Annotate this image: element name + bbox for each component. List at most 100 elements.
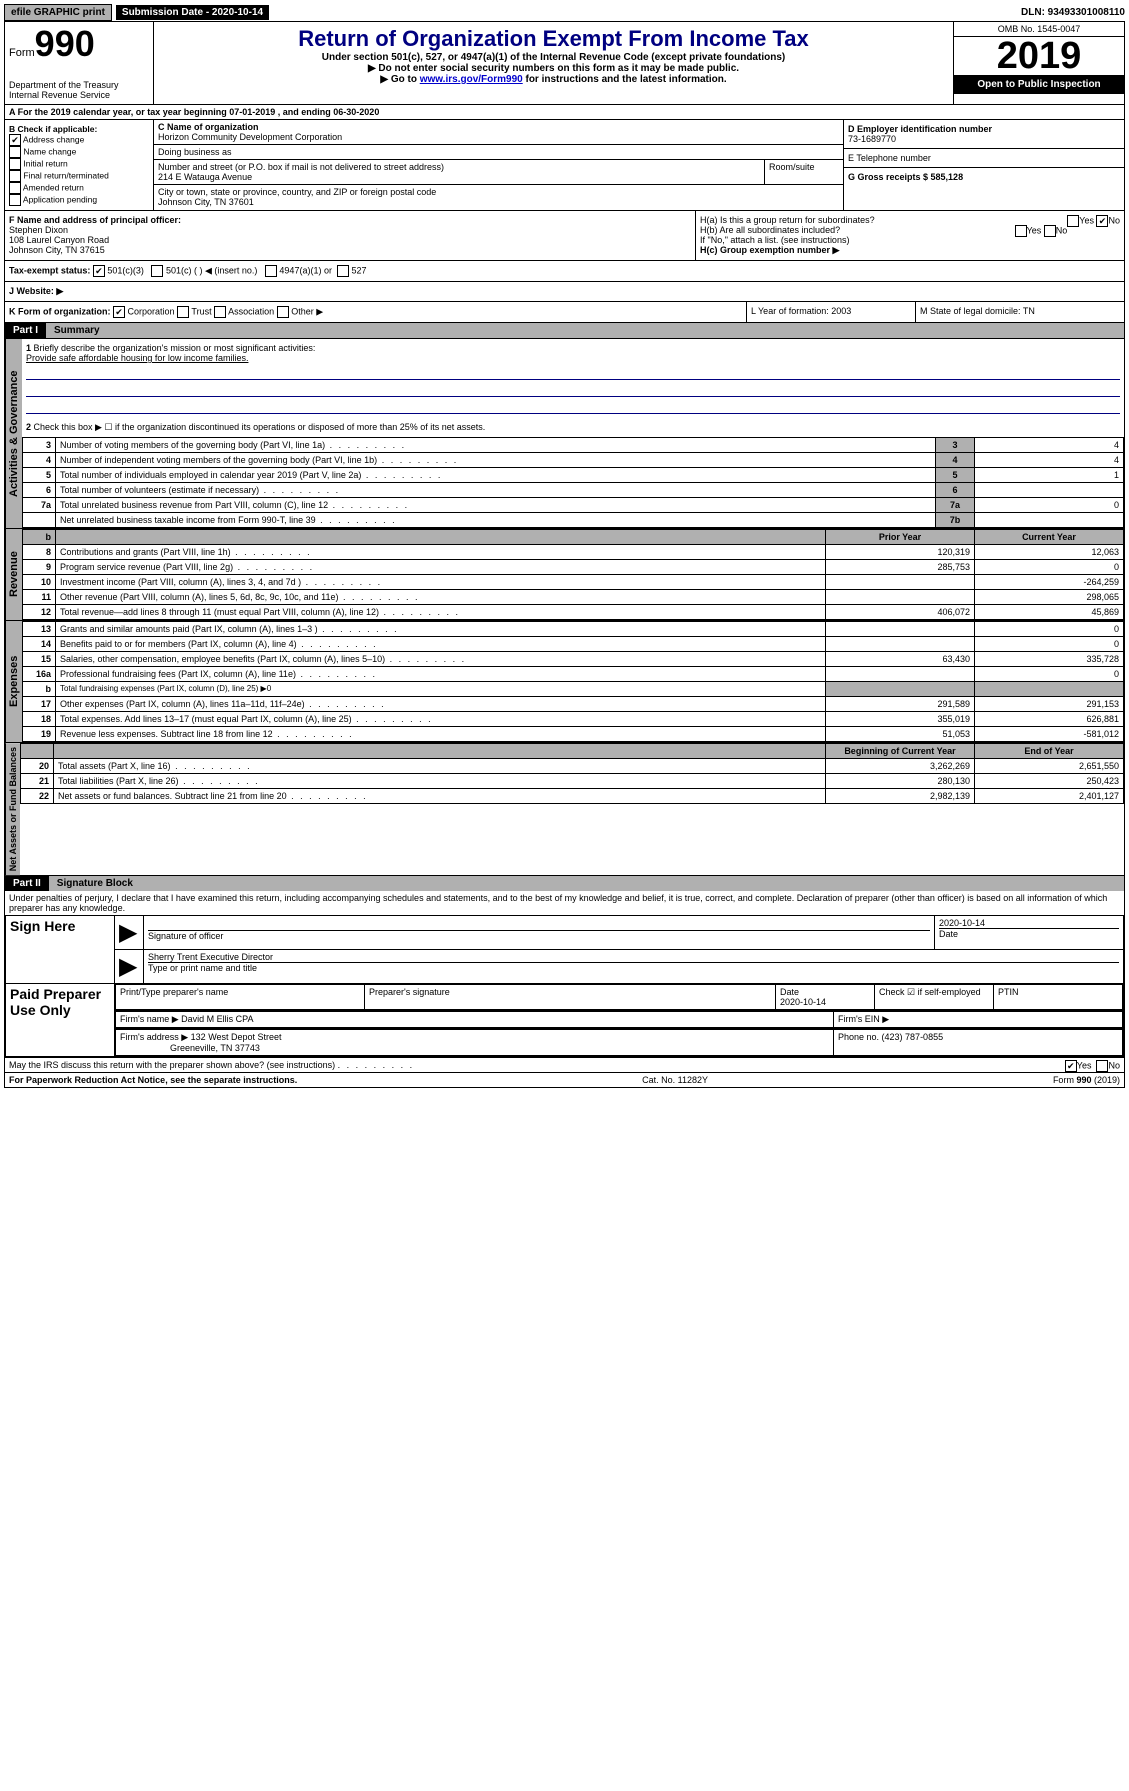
hb-yes[interactable]	[1015, 225, 1027, 237]
paid-preparer: Paid Preparer Use Only	[6, 984, 115, 1057]
cb-corp[interactable]: ✔	[113, 306, 125, 318]
discuss-text: May the IRS discuss this return with the…	[9, 1060, 335, 1070]
checkbox-name-change[interactable]	[9, 146, 21, 158]
header-left: Form990 Department of the Treasury Inter…	[5, 22, 154, 104]
year-formation: L Year of formation: 2003	[746, 302, 915, 322]
date-label: Date	[939, 929, 1119, 939]
room-label: Room/suite	[765, 160, 843, 184]
efile-button[interactable]: efile GRAPHIC print	[4, 4, 112, 21]
hb-no[interactable]	[1044, 225, 1056, 237]
form-990: Form990 Department of the Treasury Inter…	[4, 21, 1125, 1088]
part1-title: Summary	[46, 323, 1124, 338]
firm-ein: Firm's EIN ▶	[834, 1012, 1123, 1028]
no-label: No	[1108, 215, 1120, 225]
firm-addr-label: Firm's address ▶	[120, 1032, 188, 1042]
sidebar-governance: Activities & Governance	[5, 339, 22, 528]
line2-text: Check this box ▶ ☐ if the organization d…	[34, 422, 486, 432]
form-header: Form990 Department of the Treasury Inter…	[5, 22, 1124, 105]
instr-2: ▶ Go to www.irs.gov/Form990 for instruct…	[158, 74, 949, 85]
col-de: D Employer identification number 73-1689…	[843, 120, 1124, 210]
begin-year-head: Beginning of Current Year	[826, 744, 975, 759]
part1-header-row: Part I Summary	[5, 322, 1124, 338]
submission-date: Submission Date - 2020-10-14	[116, 5, 269, 20]
part2-header: Part II	[5, 876, 49, 891]
mission-line	[26, 399, 1120, 414]
prep-name-label: Print/Type preparer's name	[116, 985, 365, 1010]
form-number: 990	[35, 23, 95, 64]
hb-label: H(b) Are all subordinates included?	[700, 225, 840, 235]
checkbox-addr-change[interactable]: ✔	[9, 134, 21, 146]
discuss-no[interactable]	[1096, 1060, 1108, 1072]
sidebar-revenue: Revenue	[5, 529, 22, 620]
expenses-table: 13Grants and similar amounts paid (Part …	[22, 621, 1124, 742]
officer-name-title: Sherry Trent Executive Director	[148, 952, 1119, 963]
discuss-no-label: No	[1108, 1061, 1120, 1071]
k-other: Other ▶	[291, 306, 323, 316]
tax-status-label: Tax-exempt status:	[9, 265, 90, 275]
website-row: J Website: ▶	[5, 281, 1124, 301]
mission-text: Provide safe affordable housing for low …	[26, 353, 1120, 363]
col-h: H(a) Is this a group return for subordin…	[695, 211, 1124, 260]
netassets-section: Net Assets or Fund Balances Beginning of…	[5, 742, 1124, 875]
k-trust: Trust	[191, 306, 211, 316]
name-label: C Name of organization	[158, 122, 839, 132]
amended-label: Amended return	[23, 182, 84, 192]
city-label: City or town, state or province, country…	[158, 187, 839, 197]
subtitle: Under section 501(c), 527, or 4947(a)(1)…	[158, 52, 949, 63]
footer: For Paperwork Reduction Act Notice, see …	[5, 1072, 1124, 1087]
no-label2: No	[1056, 225, 1068, 235]
addr-label: Number and street (or P.O. box if mail i…	[158, 162, 760, 172]
checkbox-amended[interactable]	[9, 182, 21, 194]
header-center: Return of Organization Exempt From Incom…	[154, 22, 953, 104]
yes-label: Yes	[1079, 215, 1094, 225]
instr2-post: for instructions and the latest informat…	[523, 74, 727, 85]
officer-label: F Name and address of principal officer:	[9, 215, 691, 225]
revenue-section: Revenue bPrior YearCurrent Year 8Contrib…	[5, 528, 1124, 620]
cb-4947[interactable]	[265, 265, 277, 277]
part2-title: Signature Block	[49, 876, 1124, 891]
governance-section: Activities & Governance 1 Briefly descri…	[5, 338, 1124, 528]
cb-501c[interactable]	[151, 265, 163, 277]
checkbox-initial[interactable]	[9, 158, 21, 170]
cb-other[interactable]	[277, 306, 289, 318]
discuss-yes[interactable]: ✔	[1065, 1060, 1077, 1072]
discuss-yes-label: Yes	[1077, 1061, 1092, 1071]
addr-change-label: Address change	[23, 134, 84, 144]
section-bc: B Check if applicable: ✔ Address change …	[5, 120, 1124, 211]
firm-phone: Phone no. (423) 787-0855	[834, 1030, 1123, 1056]
pending-label: Application pending	[23, 194, 97, 204]
website-label: J Website: ▶	[9, 286, 63, 296]
ha-yes[interactable]	[1067, 215, 1079, 227]
checkbox-pending[interactable]	[9, 194, 21, 206]
cb-trust[interactable]	[177, 306, 189, 318]
checkbox-final[interactable]	[9, 170, 21, 182]
prep-sig-label: Preparer's signature	[365, 985, 776, 1010]
form-title: Return of Organization Exempt From Incom…	[158, 26, 949, 52]
officer-addr1: 108 Laurel Canyon Road	[9, 235, 691, 245]
name-change-label: Name change	[23, 146, 76, 156]
officer-name: Stephen Dixon	[9, 225, 691, 235]
tax-status-row: Tax-exempt status: ✔ 501(c)(3) 501(c) ( …	[5, 260, 1124, 281]
cb-501c3[interactable]: ✔	[93, 265, 105, 277]
prior-year-head: Prior Year	[826, 530, 975, 545]
perjury-text: Under penalties of perjury, I declare th…	[5, 891, 1124, 915]
mission-line	[26, 382, 1120, 397]
revenue-table: bPrior YearCurrent Year 8Contributions a…	[22, 529, 1124, 620]
section-fh: F Name and address of principal officer:…	[5, 211, 1124, 260]
officer-addr2: Johnson City, TN 37615	[9, 245, 691, 255]
cb-527[interactable]	[337, 265, 349, 277]
footer-mid: Cat. No. 11282Y	[642, 1075, 708, 1085]
org-name: Horizon Community Development Corporatio…	[158, 132, 839, 142]
instructions-link[interactable]: www.irs.gov/Form990	[420, 74, 523, 85]
ptin-label: PTIN	[994, 985, 1123, 1010]
k-assoc: Association	[228, 306, 274, 316]
cb-assoc[interactable]	[214, 306, 226, 318]
dba-label: Doing business as	[158, 147, 839, 157]
hc-label: H(c) Group exemption number ▶	[700, 245, 1120, 256]
dept-tre: Department of the Treasury Internal Reve…	[9, 80, 149, 100]
self-employed: Check ☑ if self-employed	[875, 985, 994, 1010]
opt-4947: 4947(a)(1) or	[279, 265, 332, 275]
ha-no[interactable]: ✔	[1096, 215, 1108, 227]
instr2-pre: ▶ Go to	[380, 74, 419, 85]
klm-row: K Form of organization: ✔ Corporation Tr…	[5, 301, 1124, 322]
